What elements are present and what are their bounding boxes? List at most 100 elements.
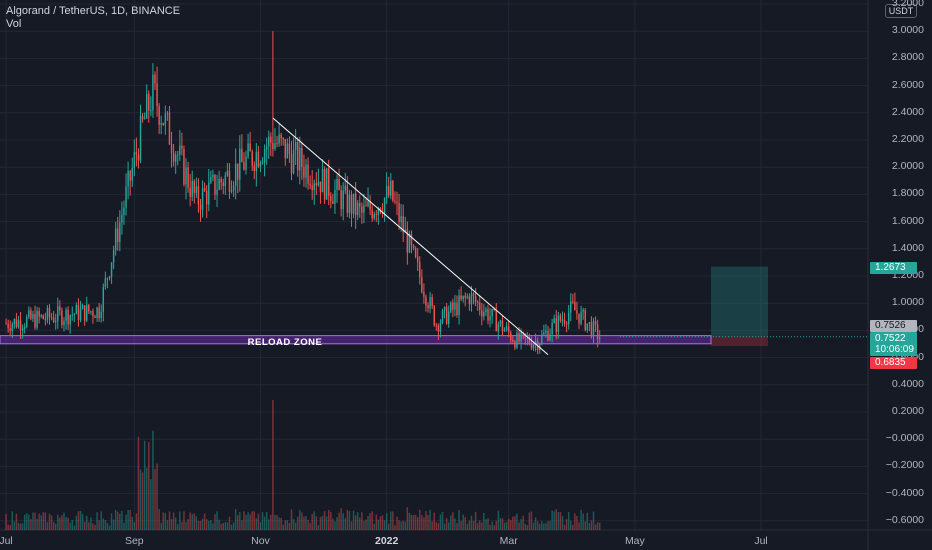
candle-body [398,202,400,223]
candle-body [505,326,508,330]
volume-indicator-label[interactable]: Vol [6,18,22,30]
candle-body [576,310,578,314]
volume-bar [249,514,251,530]
volume-bar [328,509,330,530]
volume-bar [520,519,522,530]
candle-body [278,134,280,144]
candle-body [57,306,59,321]
candle-body [412,245,415,248]
candle-body [168,112,171,145]
volume-bar [139,469,142,530]
volume-bar [28,514,30,530]
candle-body [94,316,96,319]
price-axis-label: 2.0000 [891,160,924,173]
volume-bar [127,509,129,530]
currency-button[interactable]: USDT [885,4,917,18]
volume-bar [148,441,150,530]
volume-bar [65,517,67,530]
volume-bar [168,511,171,530]
volume-bar [214,514,216,530]
volume-bar [177,524,179,530]
volume-bar [21,523,24,530]
candle-body [90,311,92,313]
candle-body [493,308,495,311]
volume-bar [210,520,212,530]
volume-bar [265,511,268,530]
candle-body [464,295,466,298]
candle-body [578,313,580,324]
volume-bar [497,510,500,530]
volume-bar [325,516,328,530]
volume-bar [83,521,86,530]
volume-bar [52,522,55,530]
candle-body [174,154,177,162]
volume-bar [447,522,450,530]
candle-body [479,302,481,311]
volume-bar [491,521,493,530]
time-axis-label: 2022 [374,535,399,547]
candle-body [321,169,324,193]
reload-zone-label: RELOAD ZONE [247,337,323,348]
volume-bar [369,513,371,530]
stop-zone [711,336,768,347]
candle-body [42,315,45,319]
candle-body [414,247,417,257]
candle-body [220,178,222,183]
volume-bar [253,511,256,530]
volume-bar [437,523,440,530]
price-axis-label: −0.4000 [885,486,924,499]
volume-bar [7,524,9,530]
candle-body [75,304,78,315]
volume-bar [431,521,433,530]
volume-bar [30,519,32,530]
volume-bar [489,524,491,530]
volume-bar [375,514,378,530]
candle-body [553,318,555,324]
candle-body [59,306,61,311]
candle-body [9,328,11,332]
volume-bar [92,523,94,530]
candle-body [586,323,589,331]
candle-body [514,341,516,348]
symbol-title[interactable]: Algorand / TetherUS, 1D, BINANCE [6,5,181,17]
volume-bar [536,521,539,530]
candle-body [584,309,586,331]
volume-bar [390,511,392,530]
candle-body [212,174,214,178]
candle-body [470,293,473,305]
volume-bar [584,521,586,530]
candle-body [371,209,373,219]
candle-body [83,305,86,321]
volume-bar [112,519,115,530]
candle-body [400,216,402,223]
volume-bar [474,511,477,530]
volume-bar [259,522,262,530]
volume-bar [145,467,148,530]
price-axis-label: 1.8000 [891,187,924,200]
volume-bar [332,518,334,530]
candle-body [15,319,18,328]
volume-bar [212,523,214,530]
volume-bar [532,522,535,530]
candle-body [34,313,36,328]
candle-body [549,334,551,341]
volume-bar [272,400,274,530]
candle-body [594,321,597,325]
candle-body [152,74,154,111]
candle-body [294,142,297,150]
volume-bar [373,523,375,530]
volume-bar [63,512,65,530]
candle-body [13,319,16,325]
candle-body [81,305,84,310]
candle-body [197,186,200,205]
candle-body [526,337,529,339]
candle-body [148,93,150,111]
volume-bar [518,522,520,530]
candle-body [249,143,251,152]
candle-body [154,74,156,84]
candle-body [187,167,189,188]
candle-body [582,309,584,312]
candle-body [385,186,388,199]
